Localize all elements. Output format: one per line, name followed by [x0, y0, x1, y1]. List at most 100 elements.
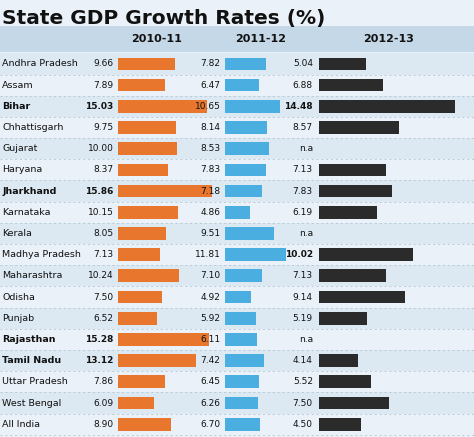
Bar [225, 79, 259, 91]
Bar [0, 287, 474, 308]
Bar [118, 270, 179, 282]
Text: Maharashtra: Maharashtra [2, 271, 63, 281]
Bar [118, 58, 175, 70]
Bar [319, 291, 405, 303]
Bar [118, 227, 166, 240]
Bar [319, 270, 386, 282]
Text: 7.10: 7.10 [201, 271, 220, 281]
Text: 8.90: 8.90 [94, 420, 114, 429]
Text: All India: All India [2, 420, 40, 429]
Bar [319, 58, 366, 70]
Text: 8.37: 8.37 [94, 165, 114, 174]
Bar [0, 244, 474, 265]
Bar [0, 329, 474, 350]
Bar [319, 206, 377, 218]
Text: 4.50: 4.50 [293, 420, 313, 429]
Text: Karnataka: Karnataka [2, 208, 51, 217]
Text: 7.13: 7.13 [293, 165, 313, 174]
Bar [225, 248, 286, 261]
Text: 10.15: 10.15 [88, 208, 114, 217]
Text: 5.04: 5.04 [293, 59, 313, 69]
Bar [0, 138, 474, 160]
Bar [225, 418, 260, 430]
Text: 15.28: 15.28 [85, 335, 114, 344]
Bar [118, 248, 160, 261]
Bar [319, 312, 367, 325]
Bar [0, 180, 474, 202]
Bar [118, 121, 176, 134]
Text: Bihar: Bihar [2, 102, 31, 111]
Text: n.a: n.a [299, 144, 313, 153]
Text: n.a: n.a [299, 335, 313, 344]
Text: 6.52: 6.52 [94, 314, 114, 323]
Bar [319, 418, 361, 430]
Text: 11.81: 11.81 [194, 250, 220, 259]
Bar [225, 312, 256, 325]
Bar [118, 291, 163, 303]
Bar [225, 58, 266, 70]
Text: Jharkhand: Jharkhand [2, 187, 57, 196]
Text: Andhra Pradesh: Andhra Pradesh [2, 59, 78, 69]
Text: 9.66: 9.66 [94, 59, 114, 69]
Bar [118, 79, 165, 91]
Bar [0, 223, 474, 244]
Text: 7.13: 7.13 [293, 271, 313, 281]
Bar [0, 202, 474, 223]
Text: Kerala: Kerala [2, 229, 32, 238]
Text: 7.82: 7.82 [201, 59, 220, 69]
Text: 14.48: 14.48 [284, 102, 313, 111]
Text: 6.88: 6.88 [293, 80, 313, 90]
Bar [319, 100, 455, 113]
Bar [225, 354, 264, 367]
Bar [319, 397, 389, 409]
Bar [319, 375, 371, 388]
Bar [0, 308, 474, 329]
Bar [118, 397, 154, 409]
Text: 7.83: 7.83 [293, 187, 313, 196]
Bar [118, 354, 196, 367]
Bar [319, 185, 392, 198]
Bar [0, 74, 474, 96]
Bar [225, 100, 280, 113]
Text: 5.52: 5.52 [293, 377, 313, 386]
Text: 7.50: 7.50 [293, 399, 313, 408]
Text: Punjab: Punjab [2, 314, 35, 323]
Text: 6.09: 6.09 [94, 399, 114, 408]
Bar [0, 96, 474, 117]
Text: 6.19: 6.19 [293, 208, 313, 217]
Bar [225, 270, 262, 282]
Bar [118, 375, 164, 388]
Text: West Bengal: West Bengal [2, 399, 62, 408]
Bar [225, 227, 274, 240]
Text: 7.89: 7.89 [94, 80, 114, 90]
Bar [319, 354, 357, 367]
Text: 4.92: 4.92 [201, 292, 220, 302]
Text: 15.86: 15.86 [85, 187, 114, 196]
Text: 7.18: 7.18 [201, 187, 220, 196]
Text: 10.00: 10.00 [88, 144, 114, 153]
Text: 4.86: 4.86 [201, 208, 220, 217]
Text: 8.05: 8.05 [94, 229, 114, 238]
Text: 2011-12: 2011-12 [235, 35, 286, 44]
Text: Odisha: Odisha [2, 292, 35, 302]
Text: 9.51: 9.51 [201, 229, 220, 238]
Bar [118, 142, 177, 155]
Bar [0, 117, 474, 138]
Text: 10.65: 10.65 [194, 102, 220, 111]
Bar [118, 163, 168, 176]
Bar [0, 371, 474, 392]
Text: 6.70: 6.70 [201, 420, 220, 429]
Text: Gujarat: Gujarat [2, 144, 38, 153]
Text: Rajasthan: Rajasthan [2, 335, 56, 344]
Text: 9.14: 9.14 [293, 292, 313, 302]
Text: 6.11: 6.11 [201, 335, 220, 344]
Text: 5.92: 5.92 [201, 314, 220, 323]
Bar [225, 185, 263, 198]
Bar [118, 100, 208, 113]
Text: Uttar Pradesh: Uttar Pradesh [2, 377, 68, 386]
Bar [225, 291, 251, 303]
Bar [225, 375, 259, 388]
Text: 2010-11: 2010-11 [131, 35, 182, 44]
Text: 15.03: 15.03 [85, 102, 114, 111]
Text: 13.12: 13.12 [85, 356, 114, 365]
